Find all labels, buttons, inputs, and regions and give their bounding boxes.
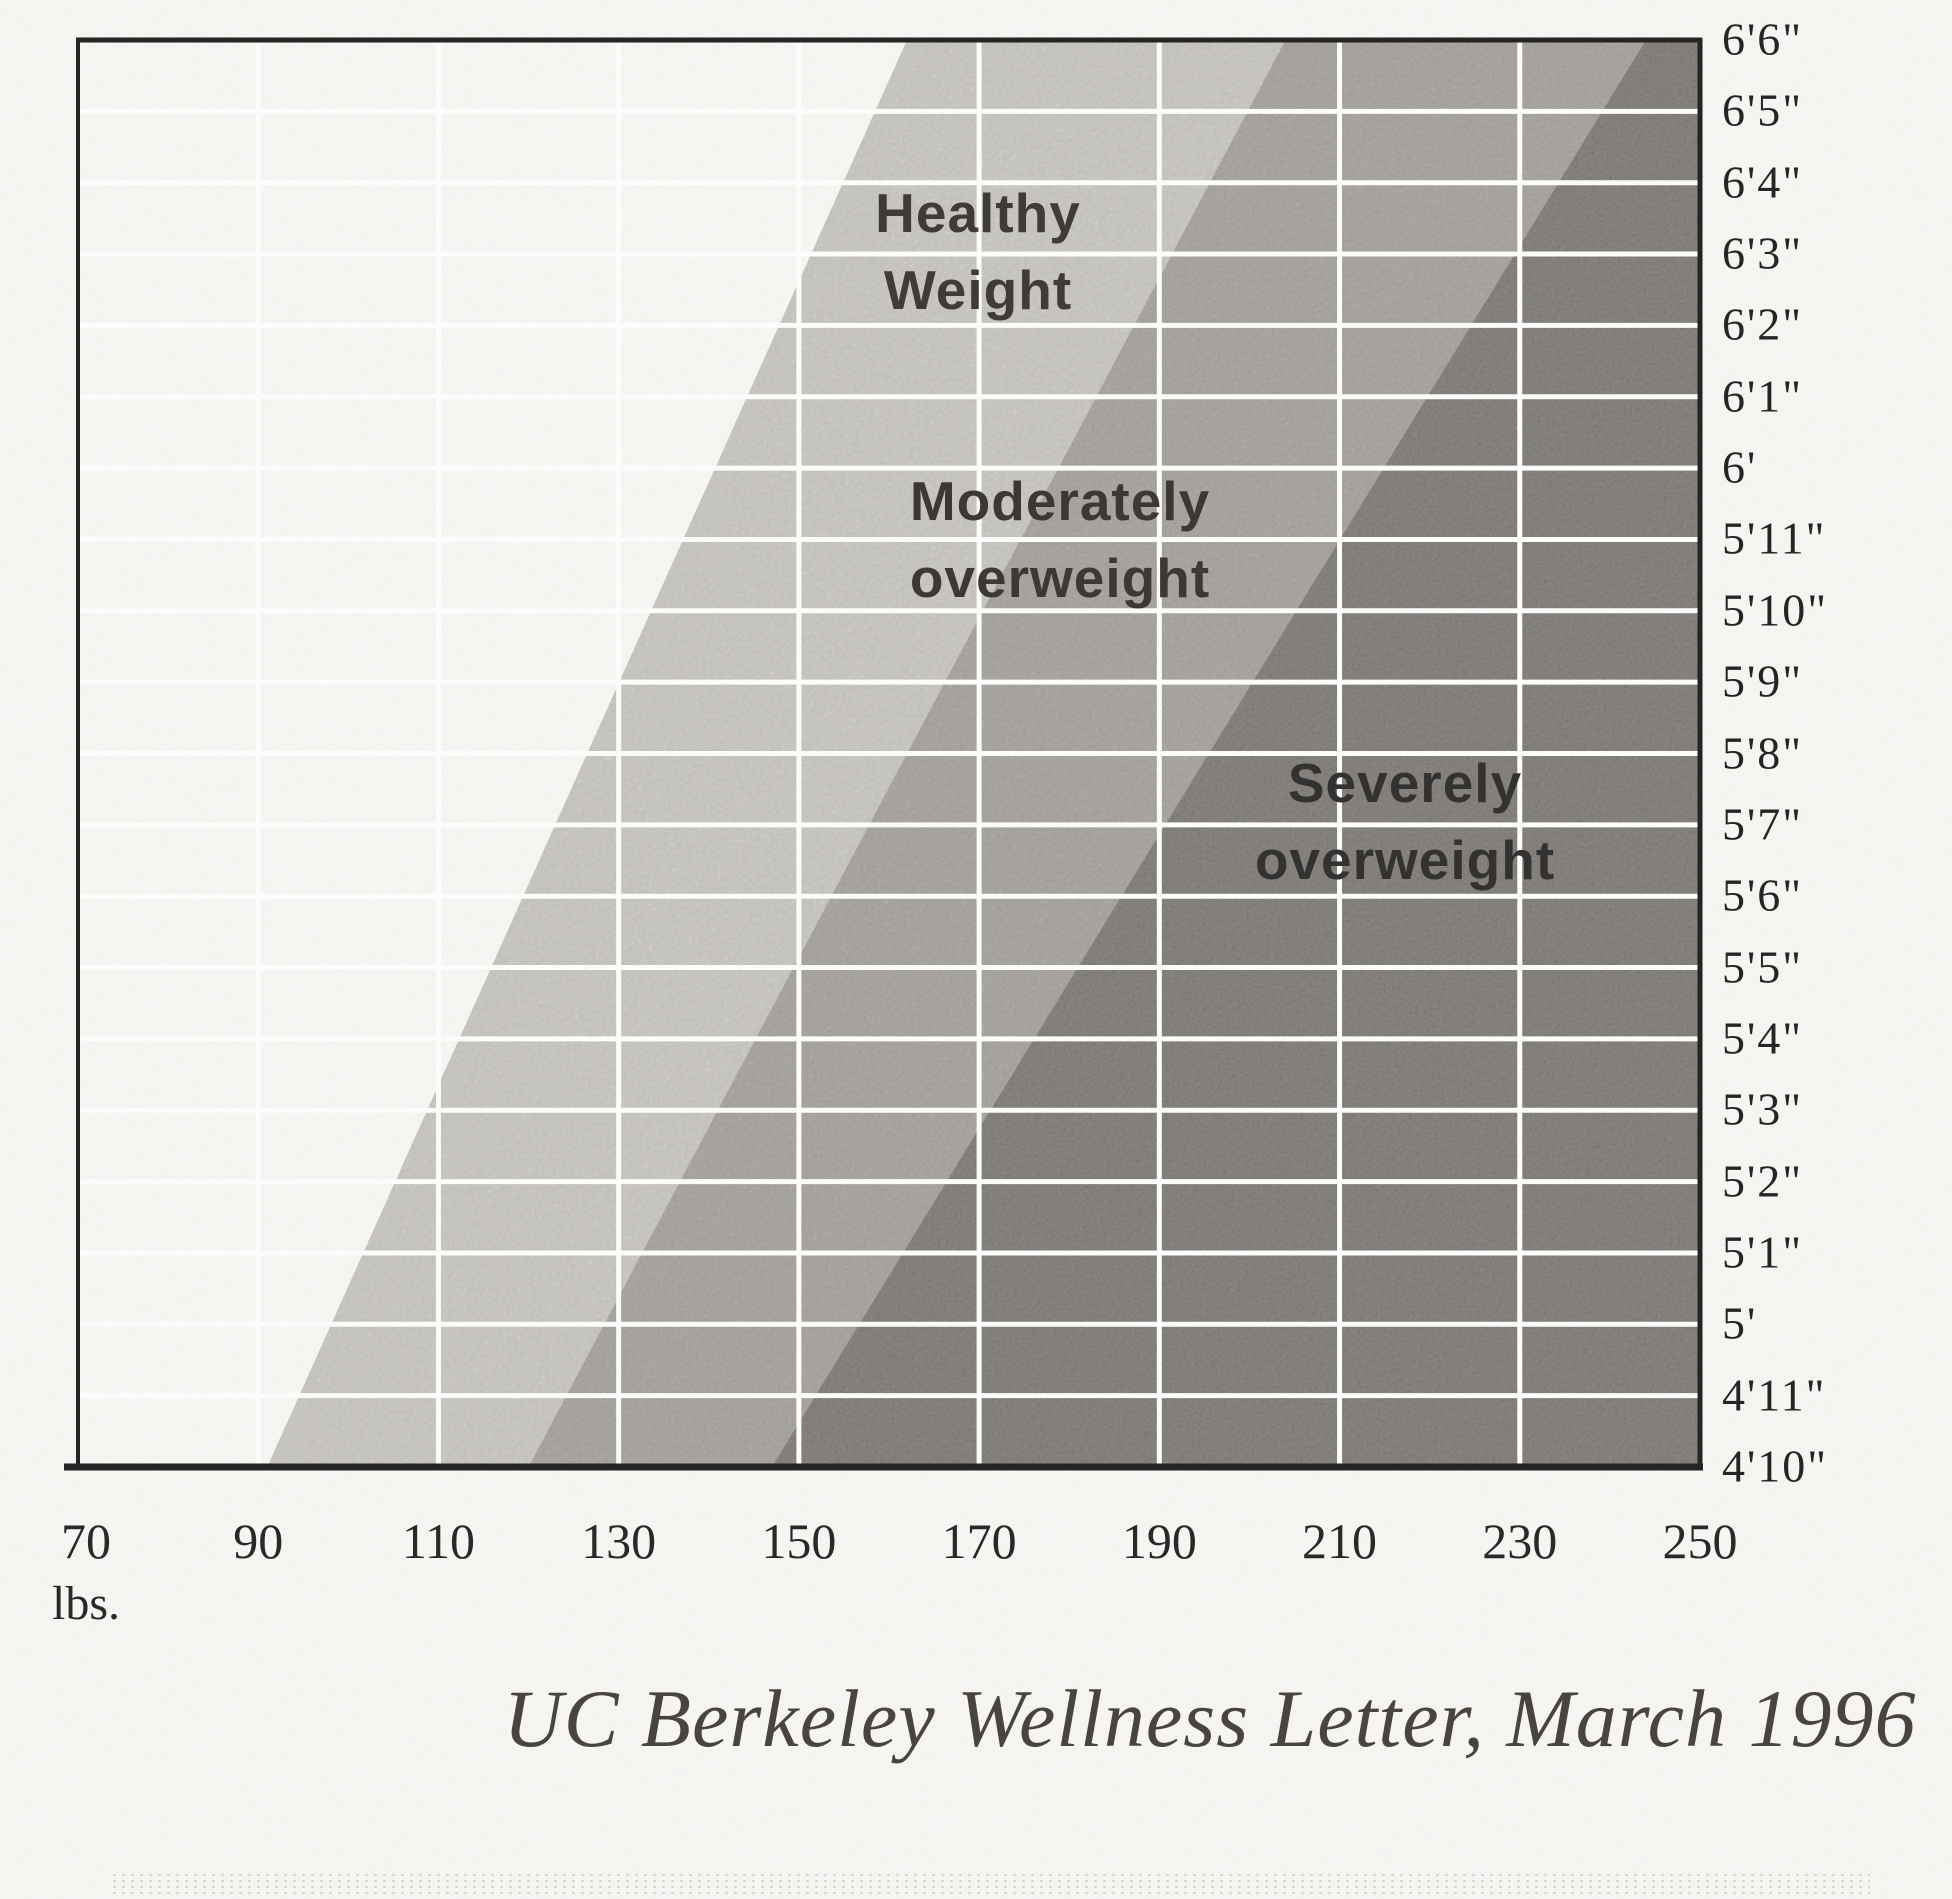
severely-overweight-label-line2: overweight <box>1254 829 1556 891</box>
y-axis-tick-label: 5'1" <box>1722 1226 1804 1278</box>
x-axis-unit-label: lbs. <box>52 1577 121 1630</box>
plot-border <box>64 37 1703 1471</box>
moderately-overweight-label-line1: Moderately <box>909 470 1211 532</box>
y-axis-tick-label: 5'2" <box>1722 1155 1804 1207</box>
scan-artifact-strip <box>110 1872 1870 1894</box>
x-axis-tick-label: 70 <box>61 1513 111 1569</box>
y-axis-tick-label: 6' <box>1722 441 1758 493</box>
source-caption: UC Berkeley Wellness Letter, March 1996 <box>503 1673 1917 1764</box>
y-axis-tick-label: 5'10" <box>1722 584 1829 636</box>
y-axis-tick-label: 5' <box>1722 1297 1758 1349</box>
x-axis-tick-label: 230 <box>1482 1513 1558 1569</box>
y-axis-tick-label: 5'6" <box>1722 869 1804 921</box>
x-axis-tick-label: 130 <box>581 1513 657 1569</box>
y-axis-tick-label: 6'1" <box>1722 370 1804 422</box>
y-axis-tick-label: 6'2" <box>1722 298 1804 350</box>
y-axis-tick-label: 5'11" <box>1722 512 1827 564</box>
y-axis-tick-label: 4'10" <box>1722 1440 1829 1492</box>
healthy-weight-region-label: Healthy Weight <box>875 175 1081 329</box>
x-axis-tick-label: 210 <box>1302 1513 1378 1569</box>
y-axis-tick-label: 5'3" <box>1722 1083 1804 1135</box>
moderately-overweight-label-line2: overweight <box>909 547 1211 609</box>
x-axis-tick-label: 250 <box>1662 1513 1738 1569</box>
healthy-weight-label-line1: Healthy <box>875 182 1081 244</box>
x-axis-tick-label: 150 <box>761 1513 837 1569</box>
x-axis-tick-label: 190 <box>1121 1513 1197 1569</box>
gridlines <box>78 40 1700 1467</box>
y-axis-tick-label: 5'7" <box>1722 798 1804 850</box>
y-axis-tick-label: 4'11" <box>1722 1369 1827 1421</box>
severely-overweight-region-label: Severely overweight <box>1255 745 1555 899</box>
y-axis-tick-label: 5'9" <box>1722 655 1804 707</box>
y-axis-tick-label: 6'3" <box>1722 227 1804 279</box>
y-axis-tick-label: 5'8" <box>1722 726 1804 778</box>
y-axis-tick-label: 6'4" <box>1722 156 1804 208</box>
severely-overweight-label-line1: Severely <box>1287 752 1523 814</box>
y-axis-tick-label: 5'4" <box>1722 1012 1804 1064</box>
x-axis-tick-label: 90 <box>233 1513 284 1569</box>
x-axis-tick-label: 110 <box>401 1513 476 1569</box>
x-axis-tick-label: 170 <box>941 1513 1017 1569</box>
y-axis-tick-label: 6'6" <box>1722 13 1804 65</box>
moderately-overweight-region-label: Moderately overweight <box>910 463 1210 617</box>
y-axis-tick-label: 5'5" <box>1722 940 1804 992</box>
healthy-weight-label-line2: Weight <box>883 259 1073 321</box>
y-axis-tick-label: 6'5" <box>1722 84 1804 136</box>
